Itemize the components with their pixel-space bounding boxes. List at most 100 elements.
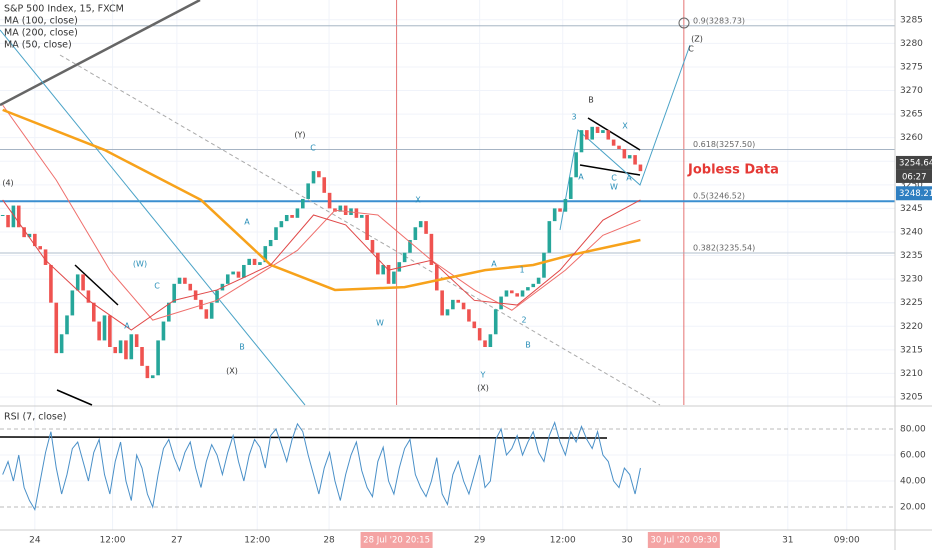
candle [461,302,466,310]
moving-average [2,108,641,292]
candle [563,198,568,212]
trend-line [0,0,201,107]
candle [284,214,289,222]
candle [27,233,32,238]
marker-label: 28 Jul '20 20:15 [363,536,430,546]
candle [300,198,305,209]
y-tick-label: 3285 [900,15,923,25]
candle [225,274,230,284]
rsi-trend-line [0,436,608,439]
candle [424,221,428,234]
annotation: Jobless Data [687,163,779,178]
candle [129,334,134,360]
candle [290,214,294,218]
candle [472,321,477,329]
wave-label: C [154,282,160,291]
rsi-tick-label: 40.00 [900,477,926,487]
axes: 3205321032153220322532303235324032453250… [29,15,932,548]
candle [258,262,262,265]
wave-label: C [611,174,617,183]
candle [531,283,536,288]
candle [392,271,396,284]
candle [65,315,69,335]
y-tick-label: 3280 [900,39,923,49]
y-tick-label: 3220 [900,322,923,332]
wave-label: A [491,260,497,269]
moving-average [2,104,641,321]
wave-label: (Z) [691,35,703,44]
candle [167,302,171,322]
x-tick-label: 12:00 [550,536,576,546]
candle [408,239,412,253]
price-tag-label: 3254.64 [899,158,932,168]
fib-label: 0.9(3283.73) [693,16,745,25]
y-tick-label: 3210 [900,369,923,379]
y-tick-label: 3225 [900,298,923,308]
legend-entry: MA (200, close) [4,28,78,39]
candle [86,290,91,303]
wave-label: C [688,45,694,54]
candle [215,290,219,303]
candle [568,177,573,199]
candle [579,130,584,153]
candle [365,214,369,240]
candle [515,293,519,297]
rsi-legend: RSI (7, close) [4,412,66,423]
grid [0,0,895,530]
candle [445,309,450,316]
candle [456,299,461,303]
wave-label: (X) [226,367,238,376]
price-tag [896,155,932,170]
wave-label: A [626,174,632,183]
candle [150,375,155,379]
candle [108,315,112,348]
candle [510,290,514,294]
candle [327,192,332,209]
candle [188,283,193,291]
wave-label: A [244,218,250,227]
candle [156,340,160,376]
candle [81,274,85,291]
x-tick-label: 31 [782,536,793,546]
trend-line [0,29,306,406]
candle [488,334,493,348]
candle [381,264,385,275]
candle [43,249,48,265]
rsi-tick-label: 60.00 [900,451,926,461]
candle [70,290,75,316]
candle [145,365,150,379]
wave-label: (X) [477,384,489,393]
candle [574,152,578,178]
x-tick-label: 12:00 [100,536,126,546]
candle [204,309,209,319]
candle [91,302,96,322]
candle [429,233,434,265]
wave-label: A [578,173,584,182]
wave-label: X [415,196,421,205]
candle [611,139,616,146]
candle [338,205,343,212]
candle [402,252,407,263]
x-tick-label: 12:00 [244,536,270,546]
candle [386,264,391,284]
candle [617,145,621,149]
wave-label: 2 [521,316,526,325]
candle [413,227,418,240]
rsi-tick-label: 80.00 [900,425,926,435]
candle [247,258,252,265]
candle [627,155,632,159]
candle [242,264,246,278]
y-tick-label: 3270 [900,86,923,96]
marker-label-bg [647,532,720,548]
y-tick-label: 3250 [900,180,923,190]
candle [370,239,375,253]
candle [231,271,235,275]
candle [33,233,37,247]
fib-label: 0.382(3235.54) [693,243,755,252]
x-tick-label: 30 [621,536,633,546]
candle [397,262,402,272]
candle [199,299,203,310]
y-tick-label: 3230 [900,275,923,285]
plot: 0.9(3283.73) 0.618(3257.50) 0.5(3246.52) 0.… [0,16,755,512]
fib-label: 0.5(3246.52) [693,192,745,201]
